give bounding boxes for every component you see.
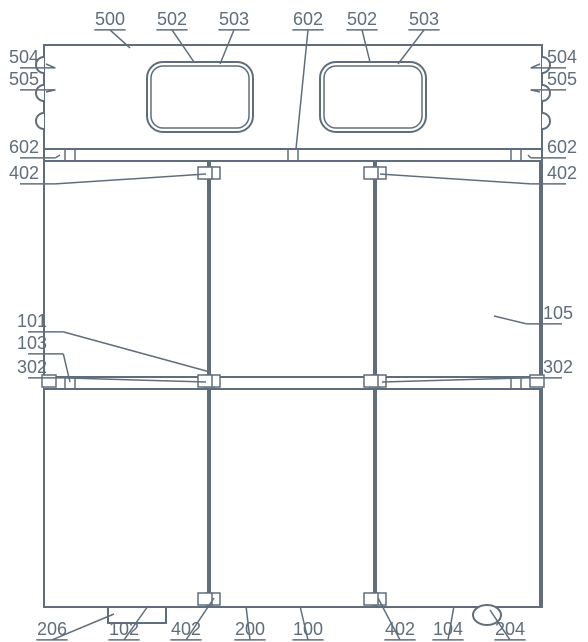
callout-label: 100 [293, 619, 323, 639]
callout-label: 505 [9, 69, 39, 89]
callout-label: 602 [547, 137, 577, 157]
engineering-diagram: 5005025036025025035045055045056024026024… [0, 0, 588, 642]
callout-label: 502 [347, 9, 377, 29]
callout-label: 502 [157, 9, 187, 29]
callout-label: 505 [547, 69, 577, 89]
callout-label: 101 [17, 311, 47, 331]
callout-label: 204 [495, 619, 525, 639]
callout-label: 103 [17, 333, 47, 353]
callout-label: 402 [9, 163, 39, 183]
callout-label: 402 [385, 619, 415, 639]
callout-label: 200 [235, 619, 265, 639]
callout-label: 602 [293, 9, 323, 29]
callout-label: 104 [433, 619, 463, 639]
callout-label: 105 [543, 303, 573, 323]
callout-label: 402 [171, 619, 201, 639]
callout-label: 206 [37, 619, 67, 639]
callout-label: 504 [9, 47, 39, 67]
callout-label: 302 [17, 357, 47, 377]
callout-label: 504 [547, 47, 577, 67]
callout-label: 500 [95, 9, 125, 29]
callout-label: 503 [219, 9, 249, 29]
callout-label: 503 [409, 9, 439, 29]
callout-label: 102 [109, 619, 139, 639]
callout-label: 402 [547, 163, 577, 183]
callout-label: 302 [543, 357, 573, 377]
callout-label: 602 [9, 137, 39, 157]
